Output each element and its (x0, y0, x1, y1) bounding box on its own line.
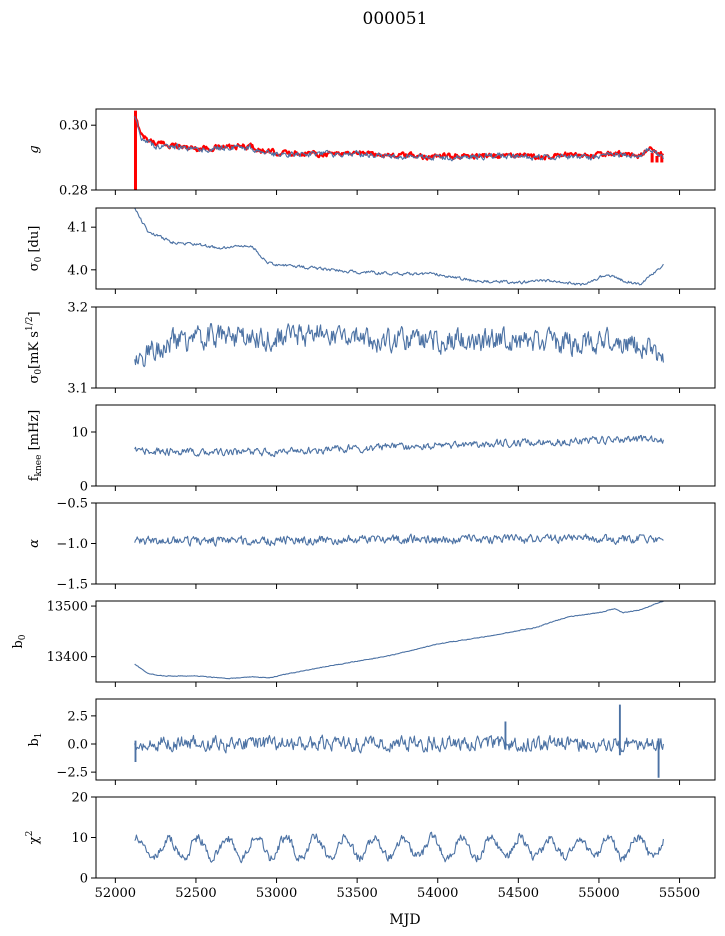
axes-frame (95, 600, 716, 683)
x-tick-label: 55000 (578, 886, 619, 901)
plot-area (133, 110, 665, 190)
panel-sigma0: 4.0 4.1 σ0 [du] (27, 207, 716, 294)
y-tick-label: 0 (80, 480, 88, 495)
panel-chi2: 0 10 20 52000 52500 53000 53500 54000 54500 55000… (25, 791, 716, 901)
y-tick-label: 13400 (47, 650, 88, 665)
panel-b1: −2.5 0.0 2.5 b1 (27, 698, 716, 785)
series-line (134, 734, 664, 754)
y-tick-label: 0.28 (59, 184, 88, 199)
plot-area (134, 704, 664, 778)
series-line (134, 434, 664, 458)
x-tick-label: 53500 (336, 886, 377, 901)
y-axis-label: b0 (11, 634, 28, 648)
y-tick-label: 4.0 (67, 263, 88, 278)
y-tick-label: 3.1 (67, 382, 88, 397)
y-tick-label: 20 (71, 791, 88, 806)
x-tick-label: 55500 (659, 886, 700, 901)
series-line (134, 831, 664, 864)
panel-b0: 13400 13500 b0 (11, 600, 716, 687)
plot-area (134, 831, 664, 864)
x-tick-label: 53000 (256, 886, 297, 901)
plot-area (134, 208, 664, 286)
series-line (134, 601, 664, 680)
y-tick-label: −1.0 (56, 537, 88, 552)
y-tick-label: 0.0 (67, 738, 88, 753)
axes-frame (95, 698, 716, 781)
y-tick-label: 4.1 (67, 221, 88, 236)
series-line (134, 116, 664, 162)
y-axis-label: χ2 (25, 831, 42, 845)
y-tick-label: 10 (71, 831, 88, 846)
panel-fknee: 0 10 fknee [mHz] (27, 404, 716, 495)
series-line (134, 323, 664, 368)
y-axis-label: b1 (27, 732, 44, 746)
y-axis-label: σ0 [du] (27, 226, 44, 272)
axes-frame (95, 796, 716, 879)
x-tick-label: 52500 (175, 886, 216, 901)
series-line (134, 533, 664, 547)
plot-area (134, 533, 664, 547)
x-axis-label: MJD (389, 912, 420, 928)
series-line (133, 115, 665, 161)
x-tick-label: 52000 (95, 886, 136, 901)
axes-frame (95, 404, 716, 487)
y-axis-label: σ0[mK s1/2] (25, 311, 44, 383)
plot-area (134, 434, 664, 458)
y-tick-label: 0 (80, 872, 88, 887)
panel-sigma0k: 3.1 3.2 σ0[mK s1/2] (25, 301, 716, 397)
y-tick-label: 10 (71, 426, 88, 441)
panel-alpha: −1.5 −1.0 −0.5 α (27, 497, 716, 593)
y-axis-label: α (27, 539, 42, 548)
y-tick-label: 13500 (47, 600, 88, 615)
axes-frame (95, 207, 716, 290)
plot-area (134, 601, 664, 680)
y-axis-label: fknee [mHz] (27, 410, 44, 482)
y-tick-label: −2.5 (56, 766, 88, 781)
y-tick-label: −0.5 (56, 497, 88, 512)
series-line (134, 208, 664, 286)
plot-area (134, 323, 664, 368)
axes-frame (95, 108, 716, 191)
y-tick-label: 0.30 (59, 119, 88, 134)
axes-frame (95, 306, 716, 389)
y-axis-label: g (27, 145, 42, 153)
x-tick-label: 54000 (417, 886, 458, 901)
y-tick-label: 2.5 (67, 709, 88, 724)
figure-title: 000051 (363, 9, 428, 29)
y-tick-label: −1.5 (56, 578, 88, 593)
panel-g: 0.28 0.30 g (27, 108, 716, 199)
y-tick-label: 3.2 (67, 301, 88, 316)
x-tick-label: 54500 (498, 886, 539, 901)
